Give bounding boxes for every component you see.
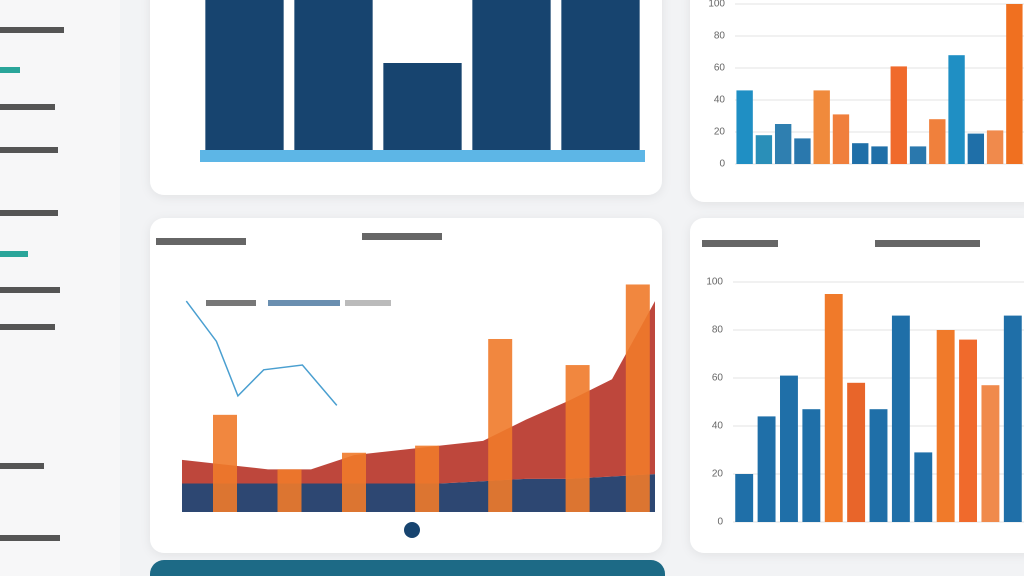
baseline-strip [200, 150, 645, 162]
bar [565, 365, 590, 512]
bar [625, 284, 650, 512]
bar [561, 0, 640, 150]
bar [813, 90, 830, 164]
y-tick-label: 20 [712, 469, 724, 480]
heading [156, 238, 246, 245]
bar [488, 338, 513, 512]
y-tick-label: 60 [712, 373, 724, 384]
y-tick-label: 100 [708, 0, 725, 10]
bar [736, 90, 753, 164]
heading [362, 233, 442, 240]
bar [415, 445, 440, 512]
bar [205, 0, 284, 150]
bar [755, 135, 773, 164]
bar [342, 452, 366, 512]
bar [774, 124, 792, 164]
y-tick-label: 80 [712, 325, 724, 336]
sidebar-items [0, 27, 64, 541]
heading [702, 240, 778, 247]
y-tick-label: 80 [714, 31, 726, 42]
y-tick-label: 0 [719, 159, 725, 170]
footer-bar [150, 560, 665, 576]
bar [383, 63, 462, 150]
bar [1006, 4, 1023, 164]
sidebar-item [0, 535, 60, 541]
bar [890, 66, 907, 164]
bar [1003, 315, 1022, 522]
bar [802, 409, 821, 522]
heading [875, 240, 980, 247]
bar [981, 385, 1000, 522]
area [182, 301, 655, 484]
bar [959, 339, 977, 522]
bar [847, 382, 866, 522]
y-tick-label: 0 [717, 517, 723, 528]
bar [967, 133, 985, 164]
bar [794, 138, 811, 164]
line [185, 300, 338, 406]
bar [277, 469, 302, 512]
sidebar-item [0, 210, 58, 216]
bar [735, 474, 754, 522]
bar [472, 0, 551, 150]
bar [909, 146, 927, 164]
bar [914, 452, 933, 522]
sidebar-item [0, 463, 44, 469]
bar [852, 143, 869, 164]
bar [871, 146, 888, 164]
pager-dot[interactable] [404, 522, 420, 538]
legend-block [206, 300, 256, 306]
bar [213, 414, 237, 512]
sidebar-item [0, 147, 58, 153]
bar [936, 330, 955, 522]
sidebar-item [0, 104, 55, 110]
bar [986, 130, 1004, 164]
bar [824, 294, 843, 522]
bar [757, 416, 776, 522]
sidebar-item [0, 27, 64, 33]
sidebar-item [0, 287, 60, 293]
sidebar-item [0, 251, 28, 257]
sidebar-item [0, 324, 55, 330]
legend-block [345, 300, 391, 306]
bar [869, 409, 888, 522]
bar [891, 315, 910, 522]
bar [780, 375, 798, 522]
panel-headings [156, 233, 980, 306]
bar [929, 119, 946, 164]
bar [948, 55, 965, 165]
y-tick-label: 40 [714, 95, 726, 106]
y-tick-label: 60 [714, 63, 726, 74]
bar [832, 114, 850, 164]
y-tick-label: 20 [714, 127, 726, 138]
sidebar-item [0, 67, 20, 73]
y-tick-label: 40 [712, 421, 724, 432]
legend-block [268, 300, 340, 306]
bar [294, 0, 373, 150]
y-tick-label: 100 [706, 277, 723, 288]
